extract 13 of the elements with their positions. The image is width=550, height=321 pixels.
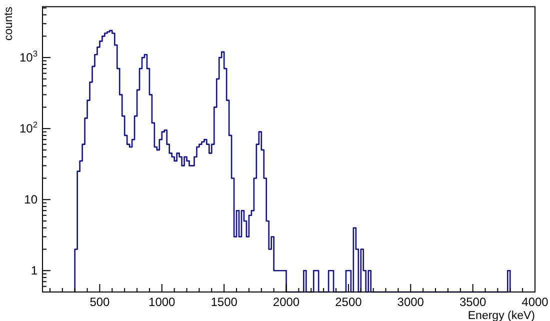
- x-tick-label: 1000: [148, 295, 176, 309]
- y-tick-label: 10$^{3}$: [19, 48, 38, 65]
- x-tick-label: 2500: [335, 295, 362, 309]
- x-tick-label: 3000: [397, 295, 424, 309]
- x-tick-label: 500: [90, 295, 110, 309]
- y-axis-title: counts: [3, 6, 15, 41]
- y-tick-label: 10$^{2}$: [19, 120, 38, 136]
- y-tick-label: 10: [24, 192, 38, 207]
- x-tick-label: 4000: [522, 295, 549, 309]
- x-tick-label: 2000: [272, 295, 300, 309]
- y-tick-label: 1: [30, 264, 38, 278]
- x-tick-label: 3500: [459, 295, 486, 309]
- x-tick-label: 1500: [210, 295, 238, 309]
